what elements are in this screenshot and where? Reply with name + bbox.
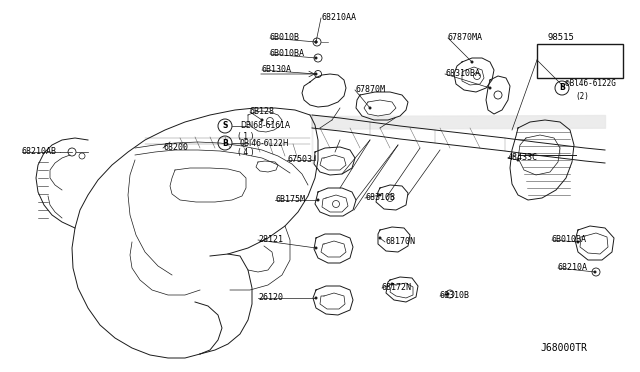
Text: 67870MA: 67870MA	[448, 33, 483, 42]
Text: B: B	[222, 138, 228, 148]
Circle shape	[314, 296, 317, 299]
Text: 6B175M: 6B175M	[275, 196, 305, 205]
Text: DBl68-6161A: DBl68-6161A	[240, 122, 290, 131]
Text: 6B130A: 6B130A	[262, 65, 292, 74]
Circle shape	[488, 87, 492, 90]
Text: ®Bl46-6122G: ®Bl46-6122G	[565, 80, 616, 89]
Text: 68310B: 68310B	[440, 292, 470, 301]
Circle shape	[516, 158, 520, 161]
Text: ( 4 ): ( 4 )	[238, 148, 253, 157]
Circle shape	[470, 61, 474, 64]
Text: 0Bl46-6122H: 0Bl46-6122H	[240, 138, 290, 148]
Text: B: B	[559, 83, 565, 93]
Text: 68310BA: 68310BA	[445, 70, 480, 78]
Circle shape	[314, 41, 317, 44]
Text: 68310B: 68310B	[365, 193, 395, 202]
Circle shape	[369, 106, 371, 109]
Text: 68200: 68200	[163, 144, 188, 153]
Text: 68210A: 68210A	[558, 263, 588, 273]
Text: 6B010BA: 6B010BA	[270, 49, 305, 58]
Text: 68170N: 68170N	[385, 237, 415, 247]
Text: 68210AB: 68210AB	[22, 148, 57, 157]
Bar	[537, 44, 623, 78]
Text: 68210AA: 68210AA	[321, 13, 356, 22]
Circle shape	[260, 119, 264, 122]
Circle shape	[314, 57, 317, 60]
Circle shape	[317, 199, 319, 202]
Text: 26120: 26120	[258, 294, 283, 302]
Circle shape	[314, 73, 317, 76]
Circle shape	[390, 282, 394, 285]
Text: 6B010B: 6B010B	[270, 33, 300, 42]
Circle shape	[577, 241, 579, 244]
Circle shape	[314, 41, 317, 44]
Circle shape	[378, 193, 381, 196]
Text: (2): (2)	[575, 93, 589, 102]
Text: S: S	[222, 122, 228, 131]
Text: 6B010BA: 6B010BA	[552, 235, 587, 244]
Text: 68172N: 68172N	[382, 283, 412, 292]
Text: 6B128: 6B128	[250, 108, 275, 116]
Text: 28121: 28121	[258, 235, 283, 244]
Circle shape	[378, 237, 381, 240]
Text: J68000TR: J68000TR	[540, 343, 587, 353]
Text: 67503: 67503	[287, 155, 312, 164]
Text: 98515: 98515	[548, 33, 575, 42]
Text: ( 1 ): ( 1 )	[238, 131, 253, 141]
Circle shape	[593, 270, 596, 273]
Text: 67870M: 67870M	[355, 86, 385, 94]
Text: 48433C: 48433C	[508, 154, 538, 163]
Circle shape	[314, 247, 317, 250]
Circle shape	[447, 292, 449, 295]
